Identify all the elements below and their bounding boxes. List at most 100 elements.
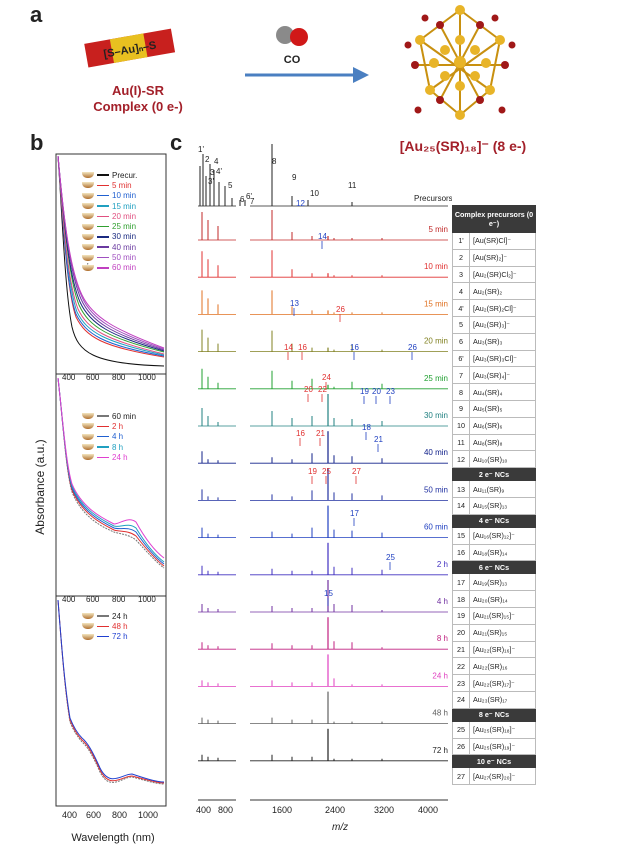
panel-a-letter: a — [30, 2, 43, 27]
uv-curves-3 — [57, 599, 165, 785]
legend-label: 24 h — [112, 452, 128, 462]
ms-trace-time-label: 20 min — [424, 337, 448, 346]
ms-peak-annotation: 19 — [308, 467, 317, 476]
legend-label: 15 min — [112, 201, 137, 211]
cluster-formula: [Au₂(SR)Cl₂]⁻ — [469, 265, 536, 284]
table-section-title: 8 e⁻ NCs — [452, 707, 536, 722]
gold-atoms — [415, 5, 505, 120]
ms-trace-time-label: 72 h — [432, 746, 448, 755]
ms-peak-annotation: 20 — [372, 387, 381, 396]
uv-legend-entry: 40 min — [82, 242, 162, 252]
legend-line — [97, 256, 109, 259]
cluster-formula: Au₁₅(SR)₁₃ — [469, 496, 536, 515]
ms-trace-time-label: 24 h — [432, 671, 448, 680]
ms-precursor-peak-label: 12 — [296, 199, 305, 208]
uv-legend-entry: 4 h — [82, 432, 162, 442]
ms-peak-annotation: 17 — [350, 509, 359, 518]
cluster-index: 9 — [452, 399, 470, 418]
cluster-index: 26 — [452, 737, 470, 756]
ms-xtick-1600: 1600 — [272, 805, 292, 815]
vial-icon — [82, 223, 94, 230]
ms-xtick-800: 800 — [218, 805, 233, 815]
ms-peak-annotation: 16 — [296, 429, 305, 438]
ms-trace-time-label: 50 min — [424, 485, 448, 494]
ms-peak-annotation: 18 — [362, 423, 371, 432]
vial-icon — [82, 244, 94, 251]
ms-peak-annotation: 27 — [352, 467, 361, 476]
uv-legend-1: Precur. 5 min 10 min 15 min 20 min 25 min 30 m… — [82, 170, 162, 273]
vial-icon — [82, 203, 94, 210]
cluster-index: 5 — [452, 315, 470, 334]
ms-trace-time-label: 2 h — [437, 560, 448, 569]
ms-peak-annotation: 25 — [386, 553, 395, 562]
legend-label: 40 min — [112, 242, 137, 252]
uv-xtick-400: 400 — [62, 810, 77, 820]
legend-line — [97, 435, 109, 438]
cluster-formula: [Au₂₅(SR)₁₉]⁻ — [469, 737, 536, 756]
legend-line — [97, 625, 109, 628]
ms-peak-annotation: 26 — [336, 305, 345, 314]
cluster-formula: [Au₂₅(SR)₁₈]⁻ — [469, 720, 536, 739]
vial-icon — [82, 172, 94, 179]
ms-peak-annotation: 24 — [322, 373, 331, 382]
complex-name-line2: Complex (0 e-) — [93, 99, 183, 114]
table-row: 6' [Au₃(SR)₃Cl]⁻ — [452, 349, 536, 368]
ms-peak-annotation: 21 — [374, 435, 383, 444]
ms-peak-annotation: 16 — [350, 343, 359, 352]
ms-peak-annotation: 20 — [304, 385, 313, 394]
uv-legend-entry: 30 min — [82, 232, 162, 242]
cluster-formula: Au₂(SR)₂ — [469, 282, 536, 301]
panel-b-ylabel: Absorbance (a.u.) — [33, 439, 47, 535]
uv-curves-1 — [57, 155, 165, 367]
cluster-index: 8 — [452, 383, 470, 401]
legend-line — [97, 225, 109, 228]
cluster-formula: [Au₂₁(SR)₁₅]⁻ — [469, 606, 536, 625]
table-section-header: 2 e⁻ NCs — [452, 467, 536, 482]
panel-b-uvvis-plots: ↑ 400 600 800 1000 400 600 800 1000 400 … — [55, 153, 167, 820]
cluster-formula: Au₄(SR)₄ — [469, 383, 536, 401]
ms-peak-annotation: 15 — [324, 589, 333, 598]
legend-line — [97, 425, 109, 428]
cluster-formula: Au₁₈(SR)₁₄ — [469, 543, 536, 562]
table-row: 13 Au₁₁(SR)₉ — [452, 480, 536, 498]
uv-legend-entry: 72 h — [82, 632, 162, 642]
legend-label: Precur. — [112, 170, 138, 180]
legend-line — [97, 415, 109, 417]
table-section-header: 10 e⁻ NCs — [452, 754, 536, 769]
legend-line — [97, 215, 109, 218]
legend-label: 30 min — [112, 232, 137, 242]
vial-icon — [82, 613, 94, 620]
ms-precursor-peak-label: 3 — [210, 168, 215, 177]
table-row: 27 [Au₂₇(SR)₂₀]⁻ — [452, 767, 536, 786]
uv-xtick-1000: 1000 — [138, 810, 158, 820]
ms-precursor-peak-label: 8 — [272, 157, 277, 166]
legend-line — [97, 194, 109, 197]
ms-precursor-peak-label: 6' — [246, 192, 252, 201]
ms-precursor-peak-label: 6 — [240, 195, 245, 204]
table-row: 12 Au₁₀(SR)₁₀ — [452, 450, 536, 469]
ms-xtick-2400: 2400 — [325, 805, 345, 815]
panel-b-xlabel: Wavelength (nm) — [71, 832, 155, 844]
table-section-title: Complex precursors (0 e⁻) — [452, 205, 536, 233]
table-section-header: 6 e⁻ NCs — [452, 560, 536, 575]
table-row: 9 Au₅(SR)₅ — [452, 399, 536, 418]
product-label: [Au₂₅(SR)₁₈]⁻ (8 e-) — [399, 138, 527, 154]
table-row: 23 [Au₂₂(SR)₁₇]⁻ — [452, 674, 536, 692]
cluster-formula: Au₂₁(SR)₁₅ — [469, 623, 536, 642]
table-row: 22 Au₂₂(SR)₁₆ — [452, 657, 536, 676]
cluster-formula: Au₁₉(SR)₁₃ — [469, 573, 536, 592]
table-row: 15 [Au₁₆(SR)₁₂]⁻ — [452, 526, 536, 545]
uv-legend-entry: 20 min — [82, 211, 162, 221]
legend-label: 60 min — [112, 411, 137, 421]
table-row: 25 [Au₂₅(SR)₁₈]⁻ — [452, 720, 536, 739]
panel-b-letter: b — [30, 130, 44, 155]
cluster-index: 15 — [452, 526, 470, 545]
co-reaction-arrow: CO — [245, 26, 369, 83]
legend-label: 72 h — [112, 632, 128, 642]
table-row: 18 Au₂₀(SR)₁₄ — [452, 590, 536, 608]
ms-precursor-peak-label: 5 — [228, 181, 233, 190]
uv-xtick-600-3: 600 — [86, 595, 100, 604]
table-section-header: Complex precursors (0 e⁻) — [452, 205, 536, 233]
table-row: 4' [Au₂(SR)₂Cl]⁻ — [452, 299, 536, 317]
